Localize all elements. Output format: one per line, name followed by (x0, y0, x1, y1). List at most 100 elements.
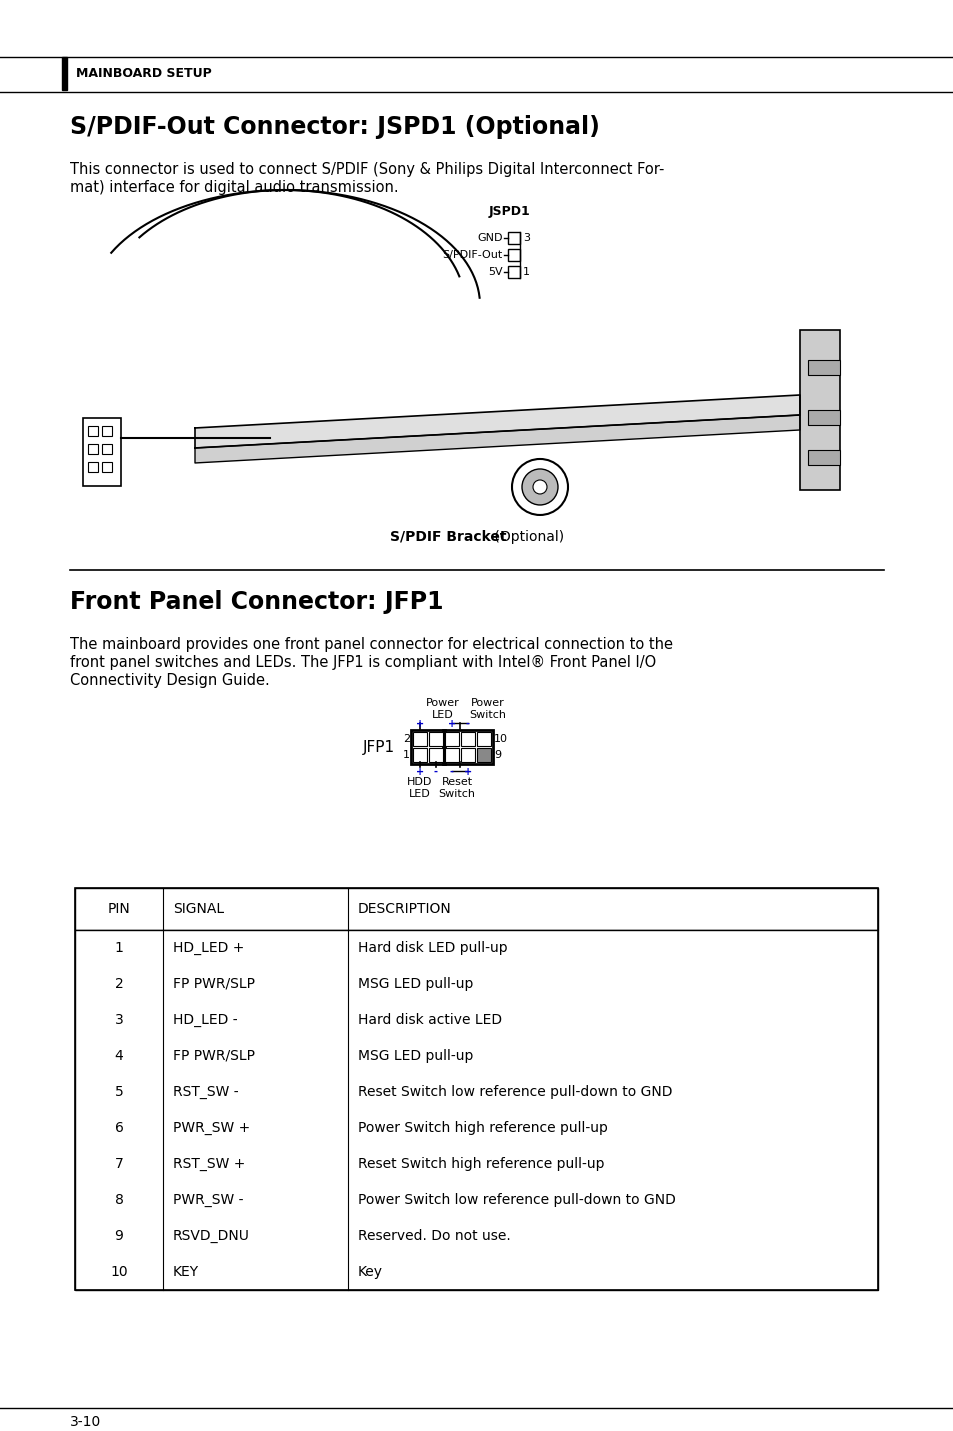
Text: Reset Switch high reference pull-up: Reset Switch high reference pull-up (357, 1156, 604, 1171)
Bar (507, 266, 519, 278)
Bar (429, 733, 442, 746)
Text: -: - (450, 767, 454, 777)
Circle shape (533, 479, 546, 494)
Text: JFP1: JFP1 (362, 740, 395, 756)
Text: 10: 10 (494, 734, 507, 744)
Text: 4: 4 (114, 1049, 123, 1063)
Bar (460, 748, 475, 761)
Text: MSG LED pull-up: MSG LED pull-up (357, 1049, 473, 1063)
Text: The mainboard provides one front panel connector for electrical connection to th: The mainboard provides one front panel c… (70, 637, 672, 653)
Bar (444, 748, 458, 761)
Bar (476, 748, 491, 761)
Text: +: + (416, 718, 424, 728)
Text: KEY: KEY (172, 1265, 199, 1279)
Text: Power: Power (426, 698, 459, 708)
Text: S/PDIF Bracket: S/PDIF Bracket (390, 529, 506, 544)
Text: HD_LED +: HD_LED + (172, 942, 244, 954)
Text: +: + (448, 718, 456, 728)
Text: 9: 9 (114, 1229, 123, 1244)
Text: 8: 8 (114, 1193, 123, 1206)
Bar (807, 409, 840, 425)
Bar (75, 930, 877, 1289)
Text: S/PDIF-Out: S/PDIF-Out (442, 250, 502, 260)
Polygon shape (194, 415, 800, 464)
Text: Power: Power (471, 698, 504, 708)
Text: Switch: Switch (469, 710, 506, 720)
Bar (88, 426, 98, 436)
Text: Front Panel Connector: JFP1: Front Panel Connector: JFP1 (70, 590, 443, 614)
Text: 5: 5 (114, 1085, 123, 1099)
Text: Reset Switch low reference pull-down to GND: Reset Switch low reference pull-down to … (357, 1085, 672, 1099)
Text: HDD: HDD (407, 777, 433, 787)
Text: JSPD1: JSPD1 (489, 205, 530, 218)
Bar (75, 889, 877, 930)
Text: front panel switches and LEDs. The JFP1 is compliant with Intel® Front Panel I/O: front panel switches and LEDs. The JFP1 … (70, 655, 656, 670)
Bar (476, 733, 491, 746)
Bar (800, 331, 840, 489)
Text: HD_LED -: HD_LED - (172, 1013, 237, 1027)
Text: mat) interface for digital audio transmission.: mat) interface for digital audio transmi… (70, 180, 398, 195)
Text: 7: 7 (114, 1156, 123, 1171)
Text: 5V: 5V (488, 268, 502, 278)
Bar (102, 462, 112, 472)
Text: 3: 3 (114, 1013, 123, 1027)
Text: GND: GND (477, 233, 502, 243)
Text: Switch: Switch (438, 788, 475, 798)
Bar (83, 418, 121, 487)
Text: 3-10: 3-10 (70, 1415, 101, 1430)
Circle shape (521, 469, 558, 505)
Text: RST_SW -: RST_SW - (172, 1085, 238, 1099)
Text: MAINBOARD SETUP: MAINBOARD SETUP (76, 67, 212, 80)
Text: 9: 9 (494, 750, 500, 760)
Text: Power Switch low reference pull-down to GND: Power Switch low reference pull-down to … (357, 1193, 675, 1206)
Text: 6: 6 (114, 1120, 123, 1135)
Bar (88, 462, 98, 472)
Bar (411, 730, 444, 764)
Text: -: - (465, 718, 470, 728)
Bar (413, 748, 427, 761)
Text: Reset: Reset (441, 777, 472, 787)
Text: S/PDIF-Out Connector: JSPD1 (Optional): S/PDIF-Out Connector: JSPD1 (Optional) (70, 114, 599, 139)
Text: LED: LED (409, 788, 431, 798)
Bar (102, 444, 112, 454)
Text: 1: 1 (114, 942, 123, 954)
Text: RSVD_DNU: RSVD_DNU (172, 1229, 250, 1244)
Bar (807, 361, 840, 375)
Text: Hard disk LED pull-up: Hard disk LED pull-up (357, 942, 507, 954)
Text: Connectivity Design Guide.: Connectivity Design Guide. (70, 673, 270, 688)
Text: Power Switch high reference pull-up: Power Switch high reference pull-up (357, 1120, 607, 1135)
Bar (507, 232, 519, 245)
Bar (88, 444, 98, 454)
Bar (102, 426, 112, 436)
Text: 10: 10 (111, 1265, 128, 1279)
Text: -: - (434, 767, 437, 777)
Text: 1: 1 (402, 750, 410, 760)
Text: RST_SW +: RST_SW + (172, 1156, 245, 1171)
Text: 3: 3 (522, 233, 530, 243)
Text: Hard disk active LED: Hard disk active LED (357, 1013, 501, 1027)
Text: +: + (463, 767, 472, 777)
Bar (413, 733, 427, 746)
Text: +: + (416, 767, 424, 777)
Text: Reserved. Do not use.: Reserved. Do not use. (357, 1229, 510, 1244)
Text: DESCRIPTION: DESCRIPTION (357, 902, 452, 916)
Bar (507, 249, 519, 260)
Bar (62, 57, 67, 90)
Text: FP PWR/SLP: FP PWR/SLP (172, 1049, 254, 1063)
Bar (75, 889, 877, 1289)
Text: PIN: PIN (108, 902, 131, 916)
Bar (807, 449, 840, 465)
Text: 2: 2 (402, 734, 410, 744)
Text: MSG LED pull-up: MSG LED pull-up (357, 977, 473, 990)
Bar (429, 748, 442, 761)
Text: PWR_SW +: PWR_SW + (172, 1120, 250, 1135)
Text: 1: 1 (522, 268, 530, 278)
Circle shape (512, 459, 567, 515)
Polygon shape (194, 395, 800, 448)
Bar (460, 733, 475, 746)
Text: (Optional): (Optional) (490, 529, 563, 544)
Text: SIGNAL: SIGNAL (172, 902, 224, 916)
Text: LED: LED (432, 710, 454, 720)
Text: Key: Key (357, 1265, 382, 1279)
Bar (442, 730, 493, 764)
